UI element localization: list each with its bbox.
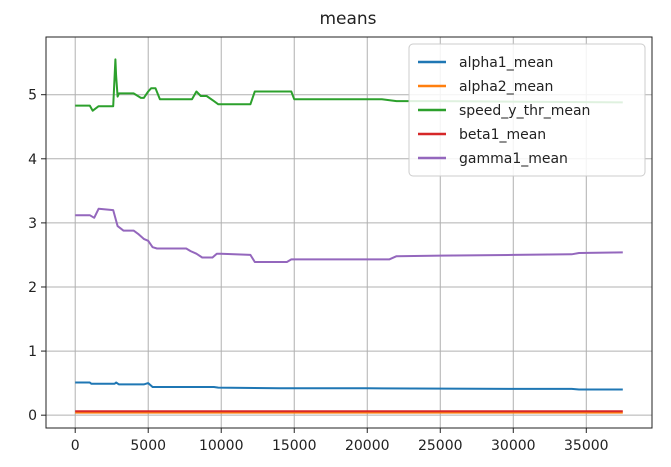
x-tick-label: 5000	[130, 438, 166, 454]
y-tick-label: 1	[28, 344, 37, 360]
x-tick-label: 20000	[345, 438, 390, 454]
legend-label: alpha2_mean	[459, 79, 553, 95]
legend-label: alpha1_mean	[459, 55, 553, 71]
series-line-speed_y_thr_mean	[75, 58, 623, 112]
y-tick-label: 5	[28, 88, 37, 104]
legend-label: speed_y_thr_mean	[459, 103, 590, 119]
legend: alpha1_mean alpha2_mean speed_y_thr_meanbe…	[408, 43, 646, 177]
x-tick-label: 10000	[199, 438, 244, 454]
x-tick-label: 0	[71, 438, 80, 454]
series-line-alpha1_mean	[75, 381, 623, 391]
y-tick-label: 4	[28, 152, 37, 168]
plot-frame	[45, 36, 653, 429]
y-tick-label: 2	[28, 280, 37, 296]
axes: 0 5000 10000 15000 20000 25000 30000 35000 0 1 2 3 4…	[28, 36, 653, 454]
series-line-gamma1_mean	[75, 207, 623, 263]
y-tick-label: 0	[28, 408, 37, 424]
legend-box	[408, 43, 646, 177]
x-tick-label: 25000	[418, 438, 463, 454]
y-tick-label: 3	[28, 216, 37, 232]
legend-label: beta1_mean	[459, 127, 546, 143]
chart-title: means	[319, 9, 376, 29]
series-lines	[75, 58, 623, 414]
x-tick-label: 15000	[272, 438, 317, 454]
x-tick-label: 30000	[491, 438, 536, 454]
legend-label: gamma1_mean	[459, 151, 568, 167]
x-tick-label: 35000	[564, 438, 609, 454]
